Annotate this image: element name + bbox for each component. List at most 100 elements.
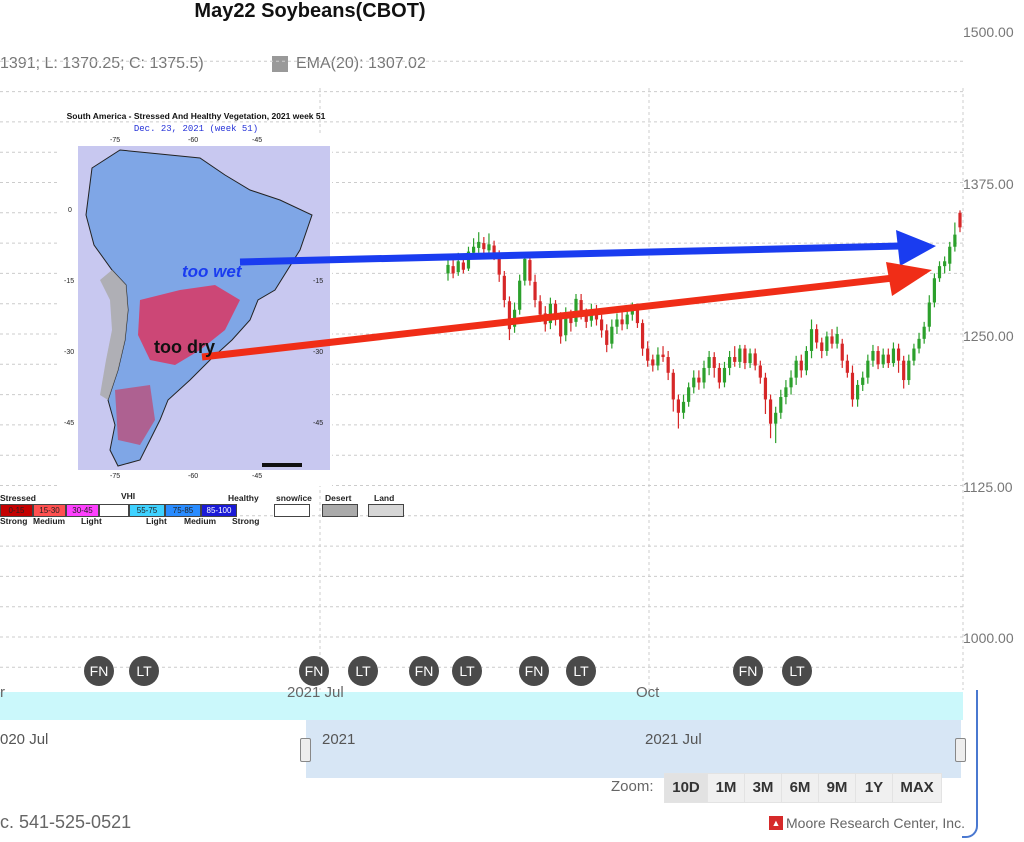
candle (451, 258, 455, 279)
lon-tick-label: -45 (252, 137, 263, 144)
navigator-label: 2021 (322, 731, 356, 748)
legend-strength-label: Strong (0, 516, 28, 526)
candle (789, 370, 793, 395)
x-axis-label: Oct (636, 684, 660, 701)
candle-body (635, 307, 640, 324)
candle-body (487, 244, 491, 251)
zoom-button-10d[interactable]: 10D (664, 773, 708, 803)
event-marker-lt[interactable]: LT (566, 656, 596, 686)
zoom-button-9m[interactable]: 9M (818, 773, 856, 803)
candle-body (615, 319, 619, 327)
event-marker-lt[interactable]: LT (129, 656, 159, 686)
zoom-button-6m[interactable]: 6M (781, 773, 819, 803)
legend-strength-label: Medium (184, 516, 217, 526)
lon-tick-label: -60 (188, 473, 199, 480)
lon-tick-label: -75 (110, 473, 121, 480)
legend-land-box (368, 504, 404, 517)
lat-tick-label: -45 (313, 420, 324, 427)
vhi-legend-box: 75-85 (165, 504, 201, 517)
event-marker-lt[interactable]: LT (782, 656, 812, 686)
candle-body (753, 353, 757, 366)
candle (733, 346, 737, 367)
candle-body (743, 348, 747, 364)
candle-body (446, 264, 450, 274)
candle-body (548, 303, 552, 324)
chart-title: May22 Soybeans(CBOT) (194, 0, 426, 22)
candle-body (656, 354, 660, 366)
vhi-legend-box: 85-100 (201, 504, 237, 517)
candle-body (620, 319, 624, 325)
candle (753, 348, 757, 371)
candle-body (943, 261, 947, 267)
candle (953, 222, 957, 252)
credit-link[interactable]: Moore Research Center, Inc. (786, 815, 965, 831)
candle (610, 319, 614, 349)
candle-body (881, 354, 885, 365)
vegetation-inset-map (60, 134, 332, 486)
candle (907, 354, 911, 385)
candle-body (507, 301, 512, 330)
candle-body (569, 315, 573, 324)
candle (487, 233, 491, 255)
candle-body (768, 399, 773, 424)
candle-body (717, 367, 721, 383)
navigator-label: 2021 Jul (645, 731, 702, 748)
navigator-selection[interactable] (306, 720, 961, 778)
candle (687, 382, 691, 407)
navigator-right-handle[interactable] (955, 738, 966, 762)
event-marker-fn[interactable]: FN (409, 656, 439, 686)
lon-tick-label: -45 (252, 473, 263, 480)
candle-body (492, 245, 496, 253)
too-wet-arrow-head (896, 230, 936, 266)
legend-strength-label: Light (81, 516, 102, 526)
candle (615, 313, 619, 334)
candle (943, 256, 947, 274)
too-dry-arrow-shaft (201, 274, 894, 361)
candle-body (502, 275, 506, 301)
candle-body (671, 372, 675, 400)
zoom-button-1m[interactable]: 1M (707, 773, 745, 803)
candle (850, 365, 855, 407)
event-marker-lt[interactable]: LT (348, 656, 378, 686)
moore-logo-icon: ▲ (769, 816, 783, 830)
event-marker-fn[interactable]: FN (733, 656, 763, 686)
candle-body (564, 314, 568, 336)
navigator-left-handle[interactable] (300, 738, 311, 762)
vhi-legend-box: 30-45 (66, 504, 99, 517)
legend-land-label: Land (374, 493, 395, 503)
event-marker-lt[interactable]: LT (452, 656, 482, 686)
event-marker-fn[interactable]: FN (519, 656, 549, 686)
candle (656, 347, 660, 371)
candle (917, 332, 921, 354)
ema-legend-swatch[interactable] (272, 56, 288, 72)
candle (728, 350, 732, 376)
zoom-button-max[interactable]: MAX (892, 773, 942, 803)
legend-stressed-label: Stressed (0, 493, 36, 503)
vhi-legend-box: 15-30 (33, 504, 66, 517)
candle-body (477, 241, 481, 248)
candle (804, 346, 808, 376)
legend-strength-label: Light (146, 516, 167, 526)
candle (912, 343, 916, 366)
candle-body (958, 212, 962, 228)
lat-tick-label: -45 (64, 420, 75, 427)
legend-snow-label: snow/ice (276, 493, 312, 503)
ema-legend-label[interactable]: EMA(20): 1307.02 (296, 55, 426, 72)
candlestick-series (446, 210, 962, 444)
candle (651, 354, 655, 372)
candle-body (451, 266, 455, 274)
candle (600, 314, 604, 338)
candle-body (640, 323, 645, 349)
too-dry-arrow-head (886, 262, 932, 296)
zoom-button-3m[interactable]: 3M (744, 773, 782, 803)
zoom-button-1y[interactable]: 1Y (855, 773, 893, 803)
candle (518, 274, 522, 315)
candle (779, 389, 783, 419)
event-marker-fn[interactable]: FN (84, 656, 114, 686)
event-marker-fn[interactable]: FN (299, 656, 329, 686)
candle-body (891, 348, 896, 364)
candle-body (646, 348, 650, 361)
candle-body (600, 319, 604, 331)
candle (502, 270, 506, 308)
